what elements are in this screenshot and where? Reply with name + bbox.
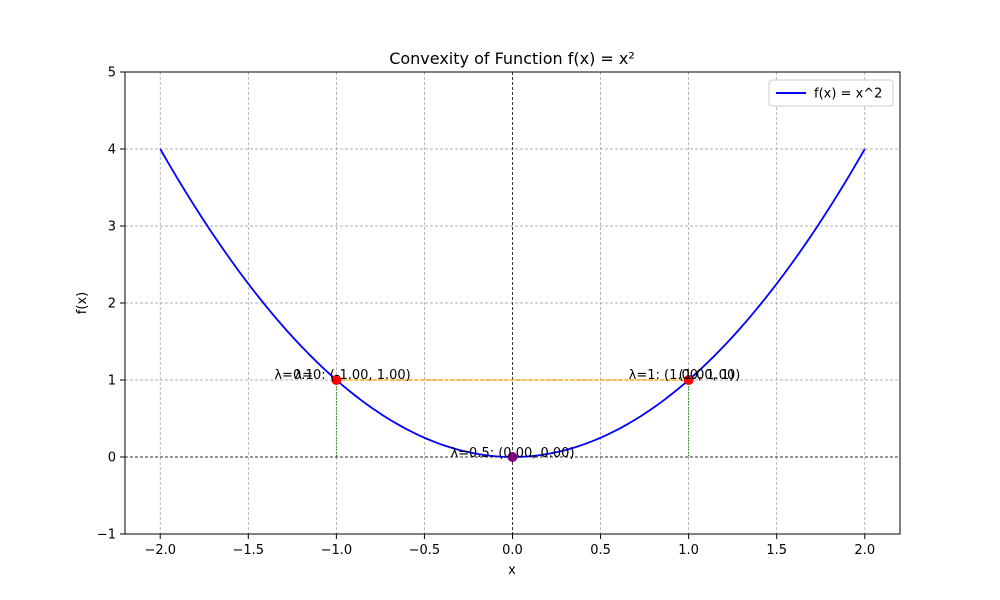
y-tick-label: 0 [108, 451, 116, 466]
x-axis-title: x [508, 563, 516, 578]
x-tick-label: −1.0 [321, 543, 353, 558]
x-tick-label: 1.5 [766, 543, 787, 558]
x-tick-label: −2.0 [144, 543, 176, 558]
point-label: λ=1: (1.00, 1.00) [629, 368, 741, 383]
x-tick-label: 0.5 [590, 543, 611, 558]
y-axis-title: f(x) [75, 292, 90, 314]
x-tick-label: −0.5 [409, 543, 441, 558]
point-label: λ=0: (-1.00, 1.00) [294, 368, 410, 383]
x-tick-label: 2.0 [854, 543, 875, 558]
point-label-overlap: λ=0.1 [274, 368, 313, 383]
y-tick-label: 5 [108, 66, 116, 81]
chart-title: Convexity of Function f(x) = x² [389, 49, 635, 68]
x-tick-label: 0.0 [502, 543, 523, 558]
point-label-overlap: (1.00, 1) [679, 368, 735, 383]
x-tick-label: 1.0 [678, 543, 699, 558]
point-marker [683, 375, 694, 385]
point-marker [331, 375, 342, 385]
legend: f(x) = x^2 [768, 79, 894, 107]
y-tick-label: 2 [108, 297, 116, 312]
y-tick-label: 3 [108, 220, 116, 235]
y-tick-label: 1 [108, 374, 116, 389]
legend-box [768, 79, 894, 107]
x-tick-label: −1.5 [233, 543, 265, 558]
point-marker [507, 452, 518, 462]
y-tick-label: 4 [108, 143, 116, 158]
point-label: λ=0.5: (0.00, 0.00) [450, 446, 574, 461]
y-tick-label: −1 [97, 528, 116, 543]
legend-entry-label: f(x) = x^2 [814, 87, 882, 102]
